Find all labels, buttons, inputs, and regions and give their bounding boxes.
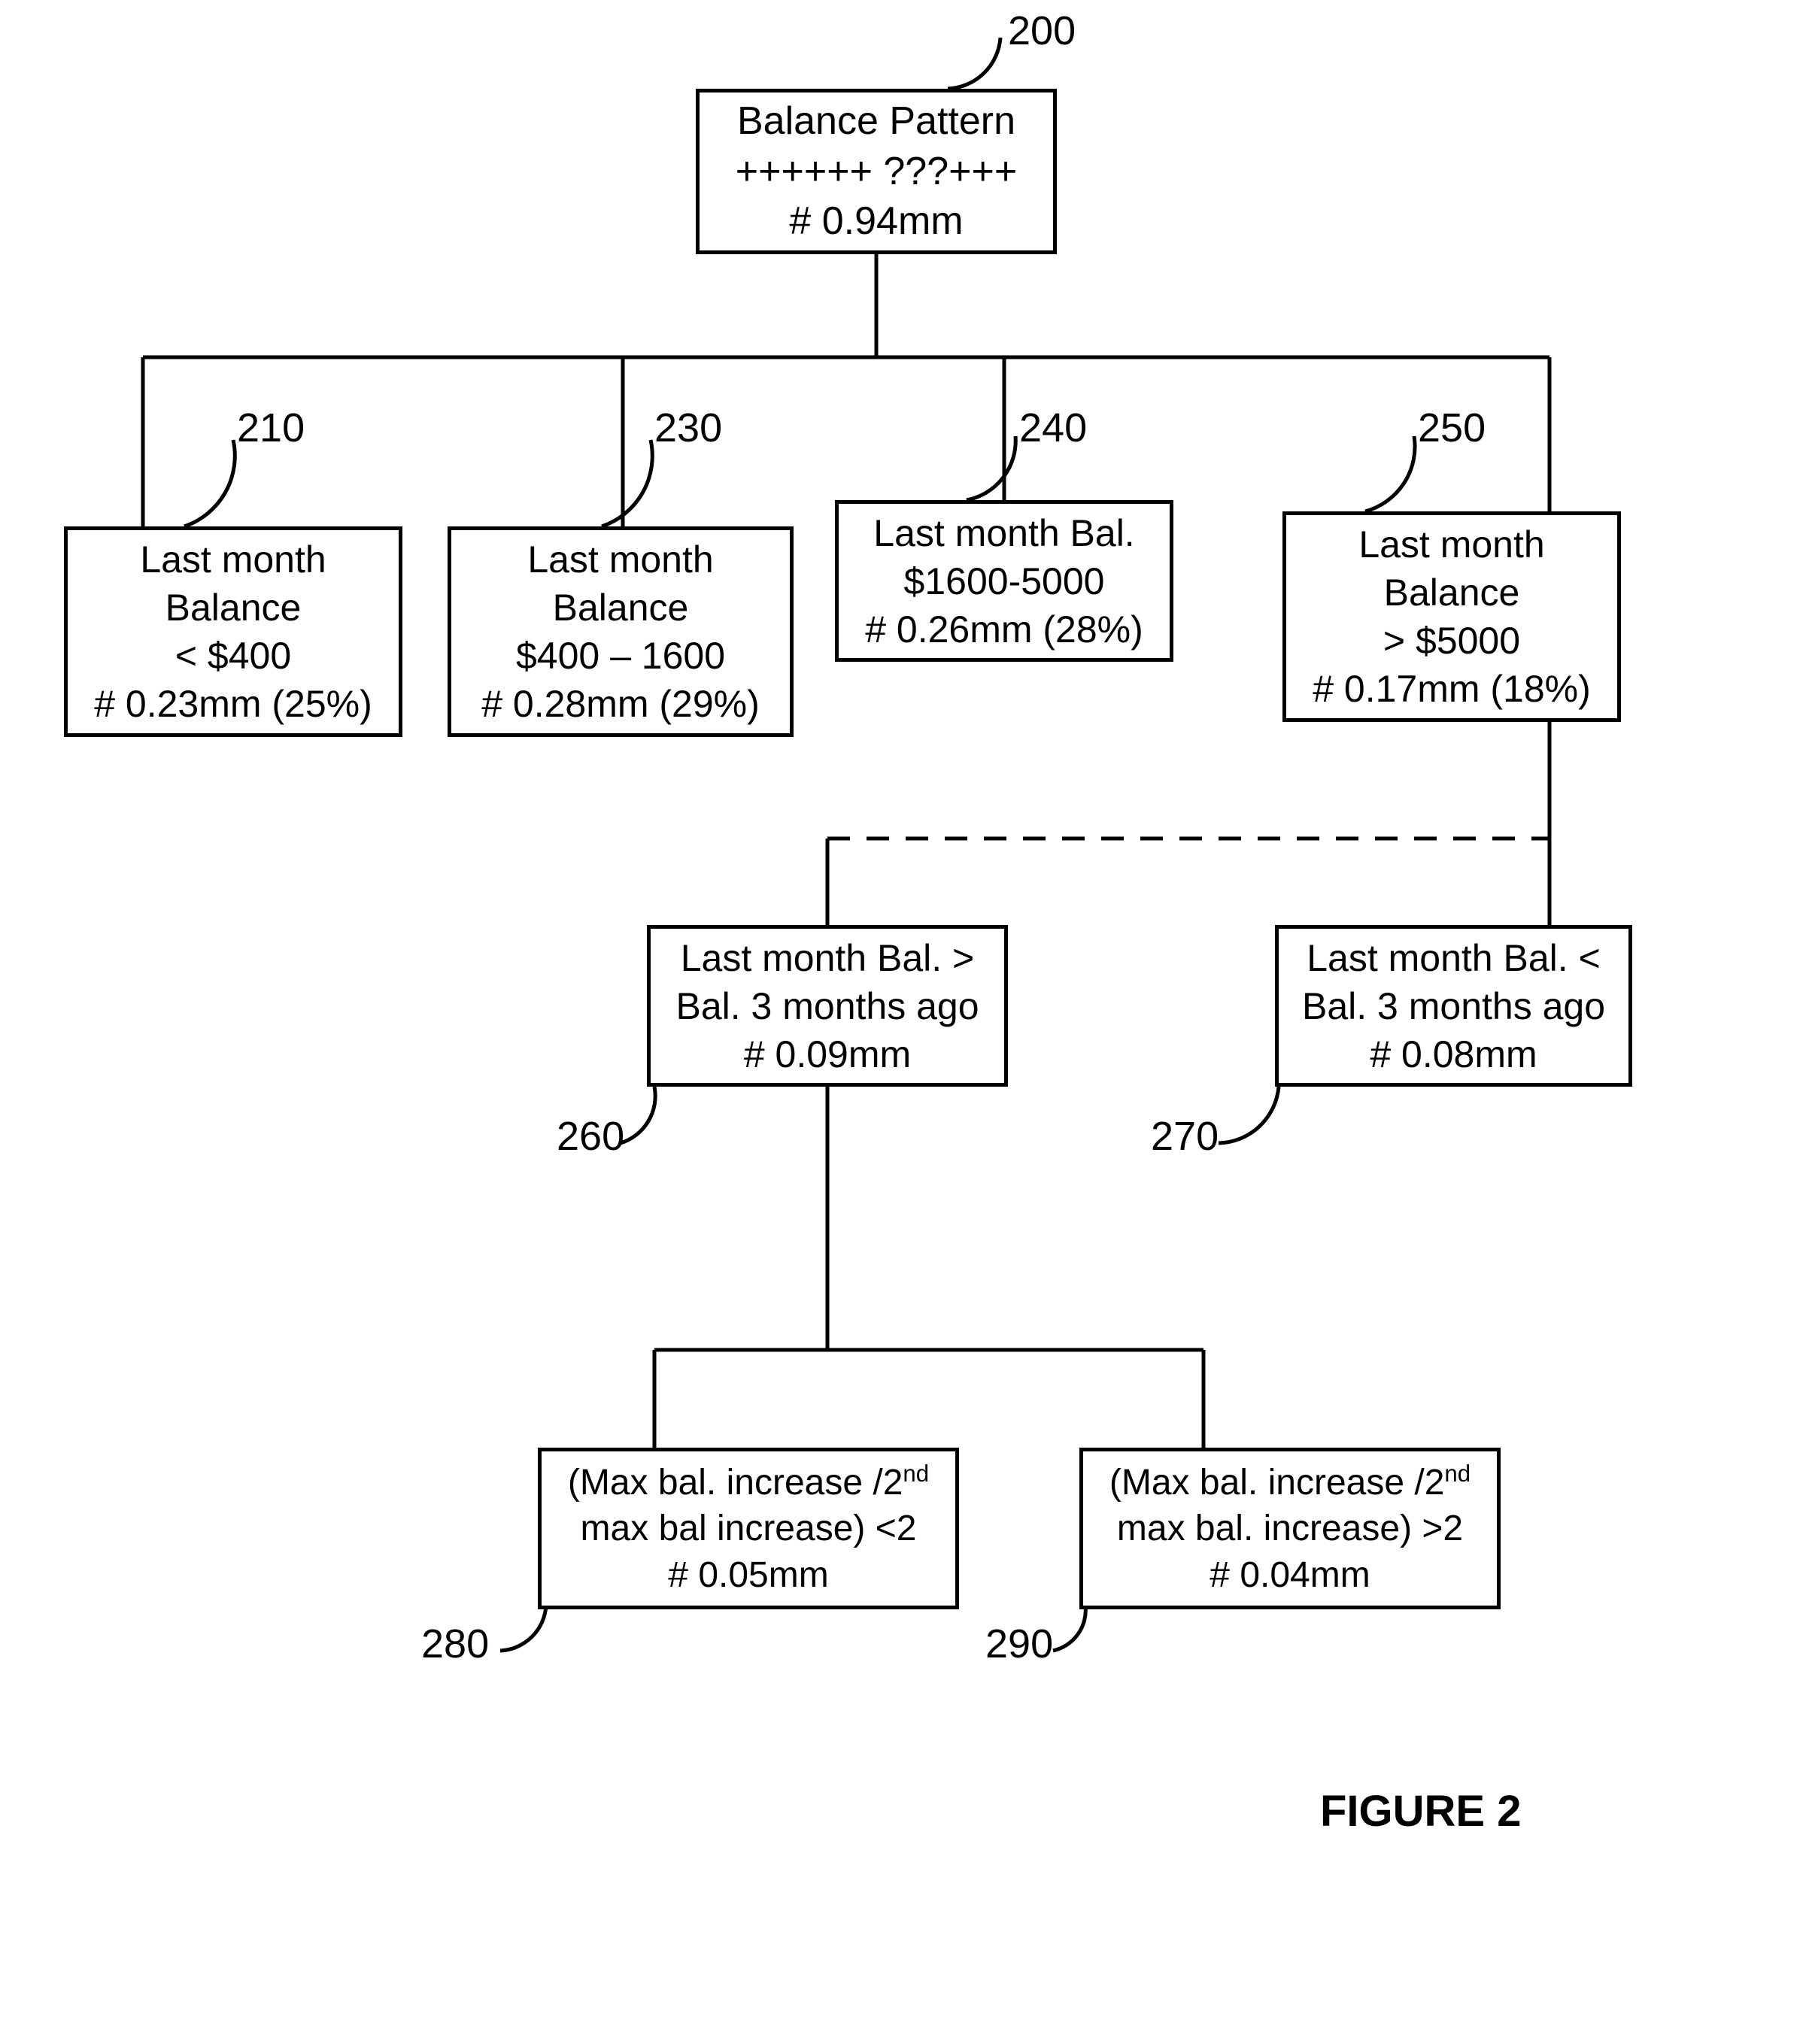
node-text-line: # 0.09mm [744, 1030, 911, 1078]
figure-caption: FIGURE 2 [1320, 1786, 1522, 1836]
reference-numeral-250: 250 [1418, 405, 1486, 451]
reference-numeral-200: 200 [1008, 8, 1076, 54]
node-text-line: max bal increase) <2 [581, 1506, 917, 1551]
node-text-line: Last month [140, 535, 326, 584]
node-text-line: Last month Bal. > [681, 934, 975, 982]
tree-node-260: Last month Bal. >Bal. 3 months ago# 0.09… [647, 925, 1008, 1087]
node-text-line: # 0.05mm [668, 1552, 828, 1598]
node-text-line: Last month [527, 535, 713, 584]
reference-numeral-260: 260 [557, 1113, 624, 1160]
reference-numeral-230: 230 [654, 405, 722, 451]
node-text-line: # 0.17mm (18%) [1313, 665, 1591, 713]
node-text-line: Balance Pattern [737, 96, 1015, 147]
tree-node-250: Last monthBalance> $5000# 0.17mm (18%) [1282, 511, 1621, 722]
reference-numeral-240: 240 [1019, 405, 1087, 451]
tree-node-200: Balance Pattern++++++ ???+++# 0.94mm [696, 89, 1057, 254]
node-text-line: (Max bal. increase /2nd [1109, 1459, 1471, 1506]
node-text-line: > $5000 [1383, 617, 1520, 665]
tree-node-230: Last monthBalance$400 – 1600# 0.28mm (29… [448, 526, 794, 737]
tree-node-210: Last monthBalance< $400# 0.23mm (25%) [64, 526, 402, 737]
reference-numeral-210: 210 [237, 405, 305, 451]
tree-node-270: Last month Bal. <Bal. 3 months ago# 0.08… [1275, 925, 1632, 1087]
reference-numeral-270: 270 [1151, 1113, 1219, 1160]
node-text-line: Balance [165, 584, 302, 632]
node-text-line: $400 – 1600 [516, 632, 725, 680]
tree-node-240: Last month Bal.$1600-5000# 0.26mm (28%) [835, 500, 1173, 662]
tree-node-280: (Max bal. increase /2ndmax bal increase)… [538, 1448, 959, 1609]
node-text-line: # 0.08mm [1370, 1030, 1537, 1078]
node-text-line: Last month [1358, 520, 1544, 569]
diagram-canvas: FIGURE 2 Balance Pattern++++++ ???+++# 0… [0, 0, 1809, 2044]
node-text-line: Last month Bal. [873, 509, 1134, 557]
node-text-line: Last month Bal. < [1307, 934, 1601, 982]
node-text-line: max bal. increase) >2 [1117, 1506, 1463, 1551]
node-text-line: $1600-5000 [904, 557, 1105, 605]
node-text-line: (Max bal. increase /2nd [568, 1459, 929, 1506]
reference-numeral-280: 280 [421, 1621, 489, 1667]
node-text-line: Balance [1384, 569, 1520, 617]
node-text-line: Bal. 3 months ago [675, 982, 979, 1030]
node-text-line: Bal. 3 months ago [1302, 982, 1605, 1030]
node-text-line: # 0.23mm (25%) [94, 680, 372, 728]
node-text-line: # 0.28mm (29%) [481, 680, 760, 728]
node-text-line: # 0.26mm (28%) [865, 605, 1143, 654]
node-text-line: < $400 [175, 632, 291, 680]
tree-node-290: (Max bal. increase /2ndmax bal. increase… [1079, 1448, 1501, 1609]
node-text-line: Balance [553, 584, 689, 632]
node-text-line: # 0.94mm [789, 196, 963, 247]
node-text-line: # 0.04mm [1210, 1552, 1370, 1598]
node-text-line: ++++++ ???+++ [736, 147, 1018, 197]
reference-numeral-290: 290 [985, 1621, 1053, 1667]
